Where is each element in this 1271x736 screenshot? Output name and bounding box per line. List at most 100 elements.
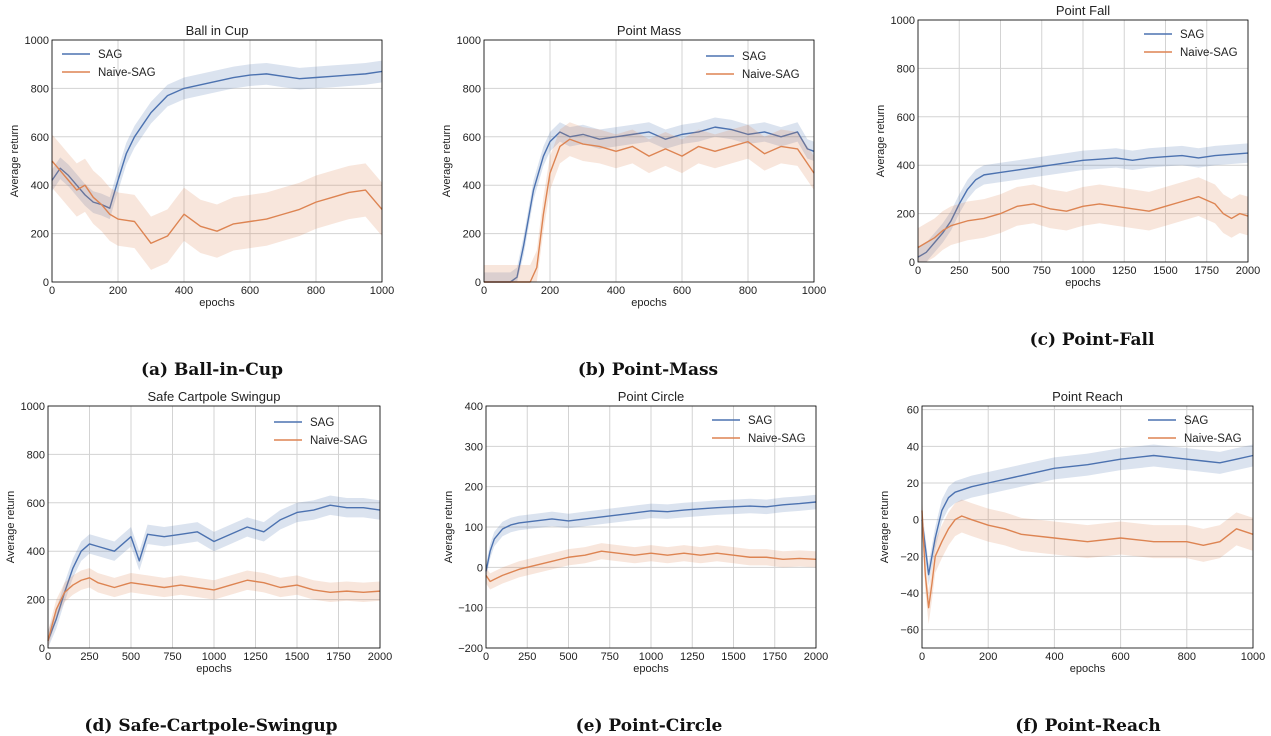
x-tick-label: 250 (80, 651, 98, 663)
x-tick-label: 0 (49, 285, 55, 297)
y-tick-label: 0 (39, 643, 45, 655)
x-tick-label: 1250 (680, 651, 704, 663)
x-axis-label: epochs (1070, 663, 1106, 675)
legend-label: SAG (748, 415, 772, 427)
series-band-naive-sag (484, 122, 814, 282)
y-tick-label: 600 (897, 112, 915, 124)
x-tick-label: 1750 (1195, 265, 1219, 277)
x-tick-label: 400 (175, 285, 193, 297)
chart-svg: 0 200 400 600 800 1000 0 200 400 600 800 1000 Point … (441, 23, 826, 309)
series-line-naive-sag (484, 138, 815, 283)
chart-svg: 0 200 400 600 800 1000 0 200 400 600 800 1000 Ball i… (9, 23, 394, 309)
series-line-naive-sag (917, 195, 1249, 249)
y-tick-label: 600 (31, 132, 49, 144)
y-tick-label: 20 (907, 478, 919, 490)
y-tick-label: 200 (897, 209, 915, 221)
y-tick-label: 1000 (891, 15, 915, 27)
y-tick-label: 400 (31, 180, 49, 192)
legend-label: SAG (742, 51, 766, 63)
series-line-sag (921, 454, 1254, 576)
x-tick-label: 800 (1178, 651, 1196, 663)
x-axis-label: epochs (199, 297, 235, 309)
x-tick-label: 1000 (802, 285, 826, 297)
y-tick-label: 300 (465, 441, 483, 453)
series-band-naive-sag (52, 134, 382, 270)
legend-label: Naive-SAG (748, 433, 806, 445)
series-band-sag (48, 495, 380, 648)
x-tick-label: 750 (1033, 265, 1051, 277)
x-tick-label: 1250 (243, 651, 267, 663)
y-tick-label: 600 (27, 498, 45, 510)
chart-svg: 0 250 500 750 1000 1250 1500 1750 2000 0 200 400 600… (875, 3, 1260, 289)
series-band-naive-sag (918, 177, 1248, 262)
legend-label: Naive-SAG (310, 435, 368, 447)
y-tick-label: −40 (900, 588, 919, 600)
x-tick-label: 2000 (1236, 265, 1260, 277)
series-band-naive-sag (922, 494, 1253, 625)
y-tick-label: 0 (475, 277, 481, 289)
x-tick-label: 1000 (202, 651, 226, 663)
x-tick-label: 0 (481, 285, 487, 297)
y-tick-label: 100 (465, 522, 483, 534)
series-line-sag (485, 501, 817, 572)
legend: SAG Naive-SAG (1144, 29, 1238, 59)
y-axis-label: Average return (441, 125, 453, 198)
y-tick-label: −20 (900, 551, 919, 563)
figure-caption: (a) Ball-in-Cup (140, 360, 284, 380)
x-tick-label: 1000 (1241, 651, 1265, 663)
x-tick-label: 1750 (763, 651, 787, 663)
chart-title: Safe Cartpole Swingup (148, 389, 281, 404)
y-tick-label: 800 (463, 83, 481, 95)
x-tick-label: 500 (991, 265, 1009, 277)
x-tick-label: 200 (109, 285, 127, 297)
chart-svg: 0 250 500 750 1000 1250 1500 1750 2000 −200 −100 0 1… (443, 389, 828, 675)
y-tick-label: 1000 (25, 35, 49, 47)
y-tick-label: −100 (458, 603, 483, 615)
y-tick-label: 800 (897, 63, 915, 75)
x-tick-label: 0 (915, 265, 921, 277)
series-band-sag (486, 494, 816, 579)
legend-label: SAG (1180, 29, 1204, 41)
x-tick-label: 1500 (1153, 265, 1177, 277)
x-tick-label: 600 (673, 285, 691, 297)
y-tick-label: 0 (477, 562, 483, 574)
axes-frame (51, 39, 383, 283)
y-tick-label: 800 (27, 449, 45, 461)
y-tick-label: −60 (900, 625, 919, 637)
x-tick-label: 600 (1111, 651, 1129, 663)
chart-title: Point Mass (617, 23, 682, 38)
y-tick-label: 600 (463, 132, 481, 144)
chart-title: Point Reach (1052, 389, 1123, 404)
axes-frame (917, 19, 1249, 263)
series-line-sag (484, 126, 815, 283)
chart-svg: 0 200 400 600 800 1000 −60 −40 −20 0 20 40 60 Point R… (879, 389, 1265, 675)
chart-title: Point Circle (618, 389, 684, 404)
x-axis-label: epochs (1065, 277, 1101, 289)
y-tick-label: 0 (909, 257, 915, 269)
x-tick-label: 200 (541, 285, 559, 297)
x-tick-label: 200 (979, 651, 997, 663)
y-tick-label: 200 (463, 229, 481, 241)
y-tick-label: 40 (907, 441, 919, 453)
series-line-sag (47, 504, 381, 641)
x-tick-label: 250 (950, 265, 968, 277)
legend-label: Naive-SAG (98, 67, 156, 79)
x-tick-label: 1500 (285, 651, 309, 663)
legend-label: Naive-SAG (1184, 433, 1242, 445)
y-axis-label: Average return (875, 105, 887, 178)
chart-panel-6: 0 200 400 600 800 1000 −60 −40 −20 0 20 40 60 Point R… (866, 386, 1266, 736)
y-tick-label: 0 (43, 277, 49, 289)
y-tick-label: 0 (913, 515, 919, 527)
legend: SAG Naive-SAG (274, 417, 368, 447)
figure-caption: (d) Safe-Cartpole-Swingup (84, 716, 338, 736)
series-band-sag (484, 117, 814, 282)
axes-frame (485, 405, 817, 649)
x-tick-label: 0 (45, 651, 51, 663)
axes-frame (921, 405, 1254, 649)
x-tick-label: 0 (483, 651, 489, 663)
y-tick-label: 400 (465, 401, 483, 413)
y-tick-label: 400 (897, 160, 915, 172)
y-tick-label: 1000 (457, 35, 481, 47)
y-axis-label: Average return (879, 491, 891, 564)
series-line-sag (917, 152, 1249, 258)
